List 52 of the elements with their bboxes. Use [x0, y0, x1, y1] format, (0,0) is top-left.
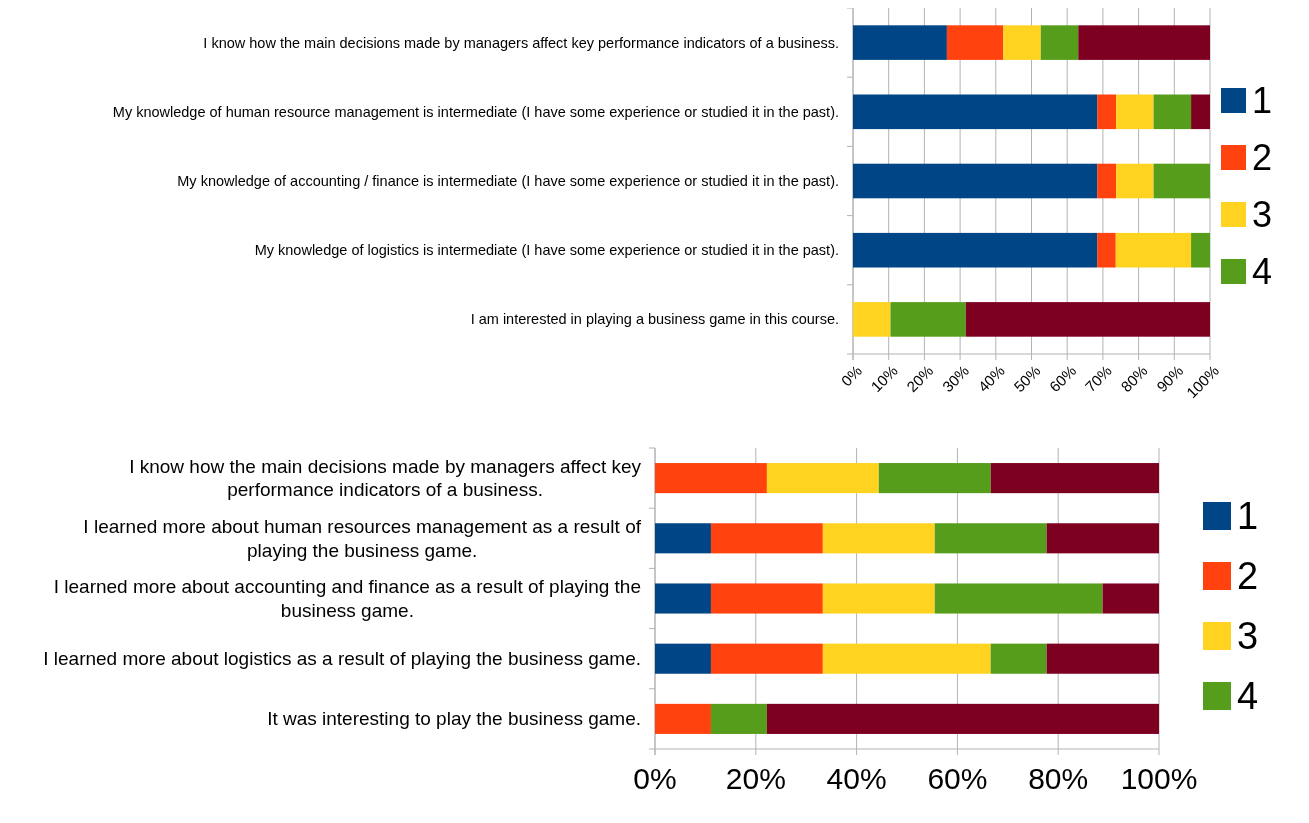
x-tick-label: 40% — [974, 361, 1008, 396]
bar — [1046, 643, 1159, 674]
legend-label: 1 — [1237, 495, 1259, 537]
x-tick-label: 80% — [1028, 762, 1089, 795]
y-tick-label: It was interesting to play the business game. — [267, 708, 641, 730]
bar — [934, 583, 1103, 614]
bar — [710, 643, 823, 674]
y-tick-label: My knowledge of logistics is intermediate (I have some experience or studied it in the past). — [254, 242, 839, 259]
y-tick-label: I am interested in playing a business game in this course. — [470, 311, 839, 328]
bar — [710, 523, 823, 554]
x-tick-label: 40% — [826, 762, 887, 795]
bar — [822, 523, 935, 554]
bar — [1102, 583, 1159, 614]
bar — [655, 583, 711, 614]
x-tick-label: 50% — [1010, 361, 1044, 396]
y-tick-label: My knowledge of human resource management is intermediate (I have some experience or studied it in the past). — [112, 103, 839, 120]
x-tick-label: 20% — [725, 762, 786, 795]
x-tick-label: 60% — [927, 762, 988, 795]
bar — [655, 463, 767, 494]
x-tick-label: 100% — [1120, 762, 1198, 795]
bar — [655, 643, 711, 674]
legend-label: 1 — [1252, 80, 1273, 121]
legend-label: 2 — [1252, 137, 1273, 178]
y-tick-label: I learned more about human resources management as a result of playing the business game. — [83, 515, 642, 561]
bar — [990, 463, 1159, 494]
bar — [934, 523, 1047, 554]
bar — [766, 463, 879, 494]
y-tick-label: I know how the main decisions made by managers affect key performance indicators of a business. — [129, 455, 642, 501]
x-tick-label: 60% — [1045, 361, 1080, 396]
legend-label: 4 — [1252, 251, 1273, 292]
x-tick-label: 80% — [1117, 361, 1151, 396]
bar — [710, 583, 823, 614]
y-tick-label: I learned more about logistics as a result of playing the business game. — [43, 648, 641, 670]
bar — [1046, 523, 1159, 554]
y-tick-label: I learned more about accounting and finance as a result of playing the business game. — [53, 576, 641, 621]
x-tick-label: 70% — [1081, 361, 1115, 396]
legend-label: 4 — [1237, 675, 1259, 717]
legend-label: 2 — [1237, 555, 1259, 597]
bar — [878, 463, 991, 494]
legend-label: 3 — [1252, 194, 1273, 235]
bar — [822, 583, 935, 614]
bar — [766, 703, 1159, 734]
bar — [990, 643, 1047, 674]
y-tick-label: My knowledge of accounting / finance is intermediate (I have some experience or studied it in the past). — [177, 173, 839, 189]
bar — [822, 643, 991, 674]
y-tick-label: I know how the main decisions made by managers affect key performance indicators of a business. — [203, 34, 839, 51]
x-tick-label: 0% — [633, 762, 677, 795]
bar — [655, 703, 711, 734]
x-tick-label: 0% — [837, 361, 866, 390]
bar — [655, 523, 711, 554]
legend-label: 3 — [1237, 615, 1259, 657]
bar — [710, 703, 767, 734]
